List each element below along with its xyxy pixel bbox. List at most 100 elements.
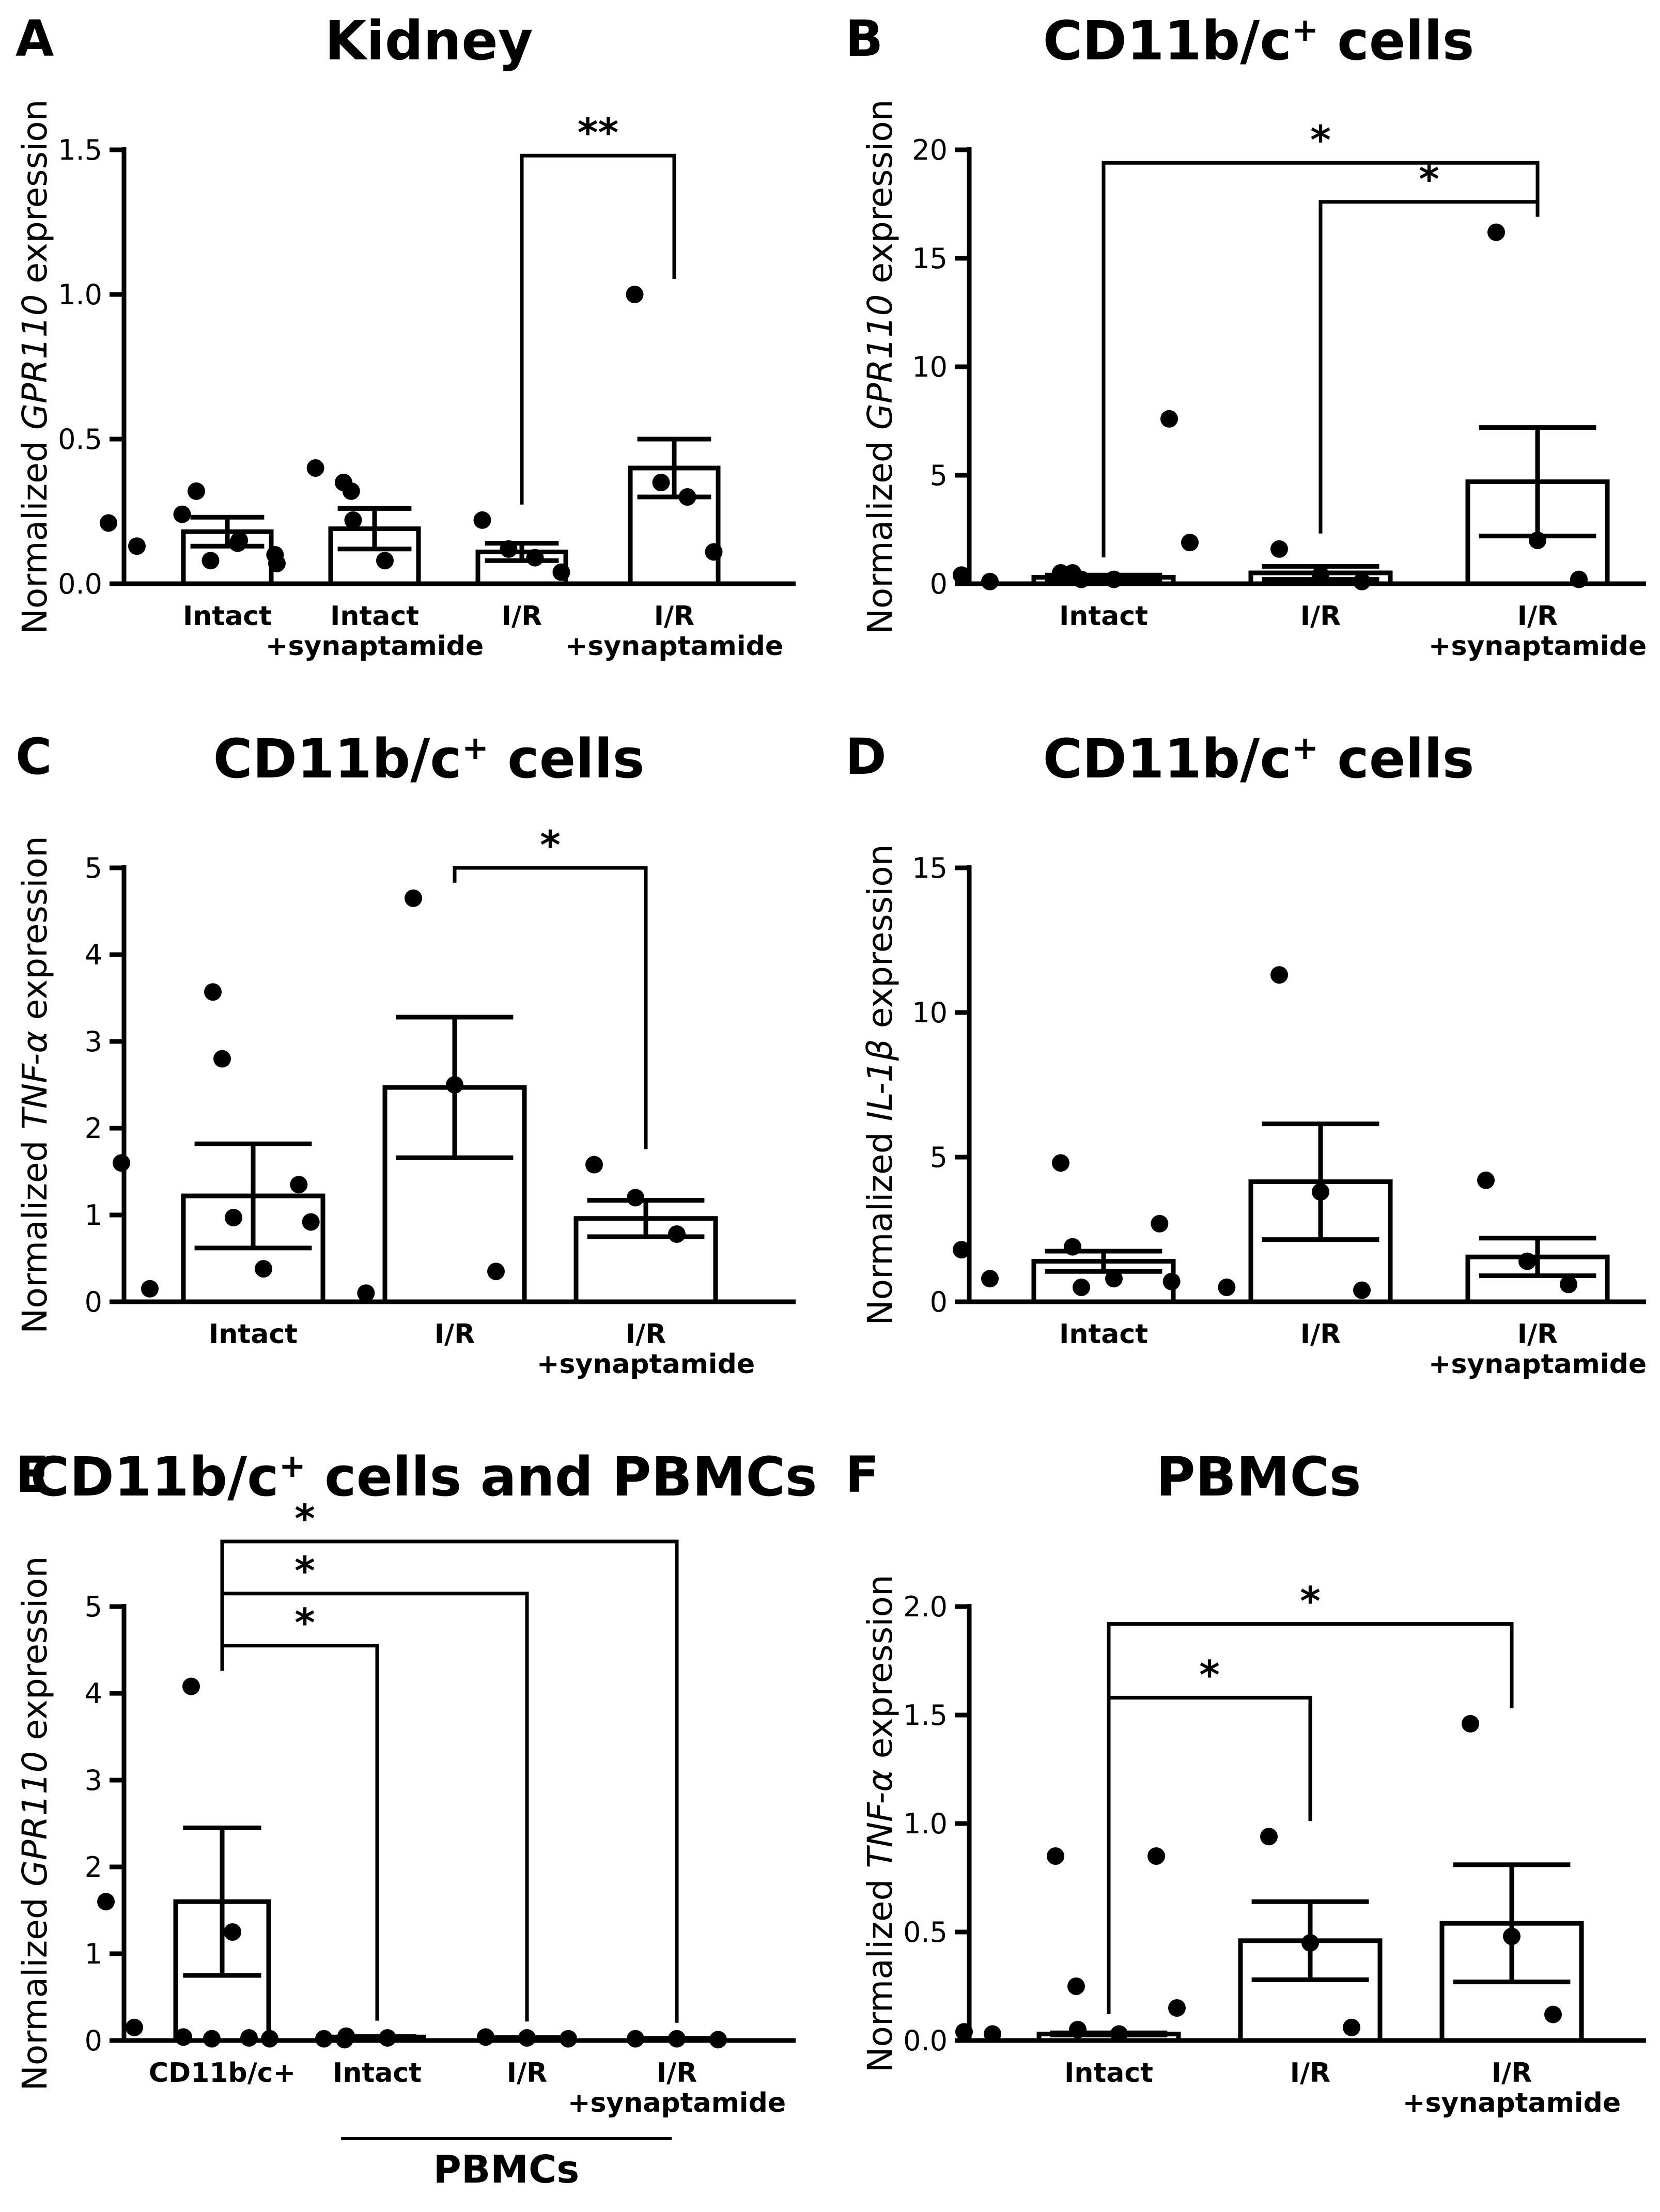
significance-label: * bbox=[294, 1600, 315, 1646]
panel-label-b: B bbox=[845, 10, 883, 68]
data-point-e-1 bbox=[203, 2030, 221, 2048]
data-point-f-1 bbox=[1260, 1828, 1278, 1846]
data-point-c-2 bbox=[290, 1176, 308, 1194]
data-point-f-0 bbox=[955, 2023, 973, 2041]
y-axis-label-part: GPR110 bbox=[860, 294, 900, 430]
data-point-e-3 bbox=[668, 2030, 686, 2048]
y-tick-label: 10 bbox=[912, 351, 948, 383]
y-axis-label-b: Normalized GPR110 expression bbox=[860, 99, 900, 634]
x-category-label: I/R bbox=[1517, 601, 1558, 632]
data-point-c-0 bbox=[141, 1280, 159, 1298]
panel-d-chart: D CD11b/c+ cells Normalized IL-1β expressi… bbox=[845, 727, 1647, 1380]
y-tick-label: 15 bbox=[912, 242, 948, 275]
y-tick-label: 1.5 bbox=[903, 1699, 948, 1732]
data-point-e-3 bbox=[336, 2031, 353, 2049]
data-point-a-1 bbox=[173, 505, 191, 523]
panel-label-e: E bbox=[15, 1446, 50, 1504]
panel-b-chart: B CD11b/c+ cells Normalized GPR110 express… bbox=[845, 9, 1647, 662]
significance-bracket-a-0 bbox=[520, 153, 676, 505]
y-tick-label: 2 bbox=[85, 1112, 102, 1145]
data-point-e-2 bbox=[560, 2030, 577, 2048]
data-point-c-2 bbox=[585, 1156, 603, 1174]
significance-label: * bbox=[294, 1548, 315, 1594]
data-point-f-2 bbox=[1462, 1715, 1479, 1733]
data-point-d-1 bbox=[1312, 1183, 1329, 1201]
data-point-e-0 bbox=[126, 2018, 143, 2036]
x-category-label: +synaptamide bbox=[1429, 1349, 1647, 1380]
panel-label-d: D bbox=[845, 728, 887, 786]
panel-c-chart: C CD11b/c+ cells Normalized TNF-α expressi… bbox=[15, 727, 796, 1380]
y-tick-label: 1.0 bbox=[903, 1808, 948, 1840]
x-category-label: I/R bbox=[435, 1319, 475, 1350]
y-tick-label: 3 bbox=[85, 1764, 102, 1797]
significance-bracket-f-1 bbox=[1107, 1695, 1312, 2014]
y-axis-label-part: GPR110 bbox=[15, 294, 55, 430]
data-point-e-3 bbox=[315, 2030, 333, 2048]
y-axis-label-part: TNF-α bbox=[15, 1031, 55, 1129]
group-label-pbmcs: PBMCs bbox=[433, 2147, 580, 2192]
x-category-label: I/R bbox=[626, 1319, 666, 1350]
data-point-d-2 bbox=[1218, 1279, 1236, 1296]
data-point-b-0 bbox=[981, 572, 999, 590]
y-axis-label-part: Normalized bbox=[860, 1868, 900, 2073]
data-point-b-1 bbox=[1052, 564, 1069, 582]
data-point-a-0 bbox=[128, 537, 146, 555]
title-part: cells bbox=[489, 727, 645, 790]
data-point-f-0 bbox=[1069, 2021, 1087, 2038]
x-category-label: I/R bbox=[1492, 2058, 1532, 2089]
data-point-e-1 bbox=[175, 2028, 192, 2046]
x-category-label: Intact bbox=[1059, 601, 1148, 632]
title-part: cells bbox=[1318, 9, 1475, 72]
title-part: CD11b/c bbox=[1043, 727, 1291, 790]
x-category-label: I/R bbox=[1517, 1319, 1558, 1350]
data-point-c-1 bbox=[225, 1209, 242, 1227]
y-tick-label: 0 bbox=[85, 1286, 102, 1318]
data-point-c-1 bbox=[204, 983, 222, 1001]
y-axis-label-part: TNF-α bbox=[860, 1769, 900, 1868]
y-axis-label-c: Normalized TNF-α expression bbox=[15, 836, 55, 1334]
y-tick-label: 20 bbox=[912, 134, 948, 166]
data-point-b-1 bbox=[1073, 570, 1090, 588]
data-point-a-2 bbox=[552, 563, 570, 581]
data-point-a-2 bbox=[230, 532, 249, 549]
title-part: CD11b/c bbox=[30, 1445, 278, 1508]
data-point-b-1 bbox=[1270, 540, 1288, 558]
data-point-d-1 bbox=[1353, 1281, 1371, 1299]
y-axis-label-part: Normalized bbox=[15, 1887, 55, 2091]
y-tick-label: 3 bbox=[85, 1025, 102, 1058]
significance-bracket-e-2 bbox=[220, 1644, 379, 2021]
y-axis-label-part: expression bbox=[860, 1575, 900, 1769]
y-tick-label: 0.0 bbox=[903, 2024, 948, 2057]
title-part: CD11b/c bbox=[213, 727, 461, 790]
panel-label-a: A bbox=[15, 10, 54, 68]
significance-bracket-b-0 bbox=[1102, 161, 1540, 557]
chart-title-c: CD11b/c+ cells bbox=[213, 727, 644, 790]
y-tick-label: 1 bbox=[85, 1938, 102, 1970]
data-point-b-0 bbox=[953, 566, 970, 584]
y-tick-label: 4 bbox=[85, 1677, 102, 1710]
data-point-a-2 bbox=[268, 554, 286, 572]
x-category-label: Intact bbox=[1059, 1319, 1148, 1350]
data-point-b-0 bbox=[1105, 570, 1123, 588]
significance-label: * bbox=[1199, 1652, 1220, 1697]
chart-title-f: PBMCs bbox=[1156, 1445, 1361, 1508]
data-point-d-2 bbox=[1477, 1171, 1495, 1189]
data-point-e-3 bbox=[627, 2030, 644, 2048]
y-tick-label: 0 bbox=[930, 1286, 948, 1318]
title-part: cells and PBMCs bbox=[306, 1445, 817, 1508]
data-point-d-2 bbox=[1162, 1272, 1181, 1290]
y-axis-label-part: Normalized bbox=[15, 430, 55, 634]
y-axis-label-a: Normalized GPR110 expression bbox=[15, 99, 55, 634]
y-axis-label-part: GPR110 bbox=[15, 1751, 55, 1887]
x-category-label: Intact bbox=[330, 601, 419, 632]
data-point-e-0 bbox=[224, 1923, 241, 1941]
data-point-f-1 bbox=[1343, 2018, 1360, 2036]
data-point-d-2 bbox=[1518, 1252, 1536, 1270]
data-point-c-2 bbox=[357, 1284, 375, 1302]
y-tick-label: 4 bbox=[85, 939, 102, 971]
x-category-label: I/R bbox=[1300, 601, 1341, 632]
data-point-a-0 bbox=[100, 514, 117, 532]
y-tick-label: 2 bbox=[85, 1851, 102, 1883]
data-point-f-0 bbox=[1110, 2025, 1128, 2043]
y-axis-label-part: expression bbox=[15, 1556, 55, 1751]
